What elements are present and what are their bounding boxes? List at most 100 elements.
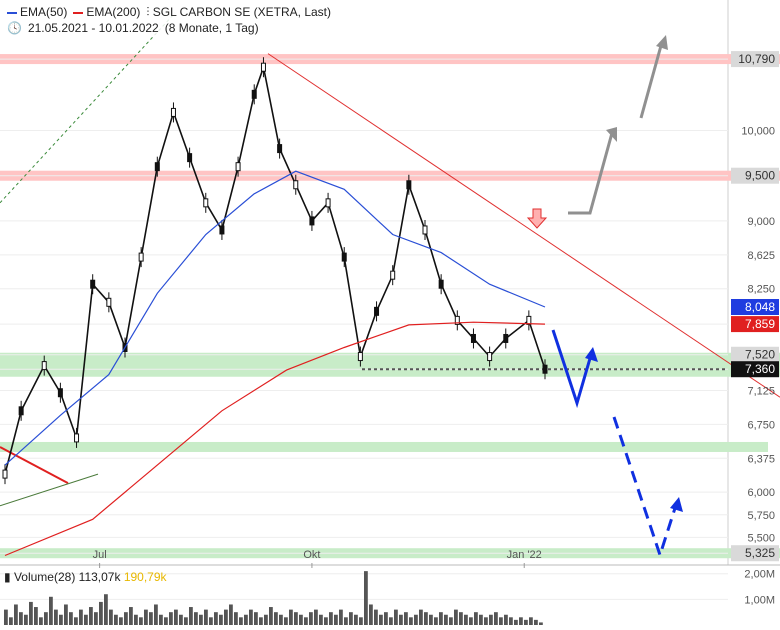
volume-bar-100 (504, 614, 508, 625)
y-tick-label-10: 6,750 (747, 419, 775, 431)
up-scenario-arrow-2 (639, 41, 664, 119)
price-candle-28 (454, 315, 460, 325)
price-tag-3: 7,859 (745, 317, 775, 331)
price-candle-22 (357, 352, 363, 362)
x-tick-label-0: Jul (93, 549, 107, 561)
price-tag-bg-0 (731, 51, 779, 68)
volume-bar-8 (44, 612, 48, 625)
volume-bar-32 (164, 617, 168, 625)
volume-bar-75 (379, 614, 383, 625)
warning-arrow-icon (526, 208, 548, 229)
volume-bar-79 (399, 614, 403, 625)
y-tick-label-9: 7,125 (747, 385, 775, 397)
volume-bar-60 (304, 617, 308, 625)
volume-bar-18 (94, 612, 98, 625)
volume-bar-47 (239, 617, 243, 625)
volume-bar-103 (519, 617, 523, 625)
y-tick-label-5: 8,250 (747, 284, 775, 296)
volume-bar-17 (89, 607, 93, 625)
volume-bar-46 (234, 612, 238, 625)
volume-bar-72 (364, 571, 368, 625)
up-arrowhead-1 (606, 127, 617, 142)
price-tag-2: 8,048 (745, 300, 775, 314)
volume-bar-86 (434, 617, 438, 625)
volume-bar-23 (119, 617, 123, 625)
volume-bar-54 (274, 612, 278, 625)
volume-value2: 190,79k (123, 570, 167, 584)
volume-bar-10 (54, 609, 58, 625)
chart-legend: EMA(50) EMA(200) ⫶ SGL CARBON SE (XETRA,… (4, 4, 334, 36)
price-candle-12 (203, 198, 209, 208)
volume-bar-81 (409, 617, 413, 625)
volume-bar-4 (24, 614, 28, 625)
volume-bar-55 (279, 614, 283, 625)
price-candle-20 (325, 198, 331, 208)
volume-bar-13 (69, 612, 73, 625)
volume-bar-2 (14, 604, 18, 625)
ema50-line (4, 170, 546, 466)
price-candle-4 (74, 433, 80, 443)
volume-value1: 113,07k (78, 570, 121, 584)
volume-bar-28 (144, 609, 148, 625)
volume-bar-24 (124, 612, 128, 625)
price-candle-30 (487, 352, 493, 362)
price-tag-bg-2 (731, 299, 779, 316)
price-candle-32 (526, 315, 532, 325)
volume-bar-73 (369, 604, 373, 625)
price-close-line (4, 64, 546, 475)
volume-bar-3 (19, 612, 23, 625)
volume-bar-69 (349, 612, 353, 625)
volume-bar-11 (59, 614, 63, 625)
volume-bar-25 (129, 607, 133, 625)
price-tag-bg-6 (731, 545, 779, 562)
volume-bar-85 (429, 614, 433, 625)
volume-bar-19 (99, 601, 103, 625)
volume-bar-65 (329, 612, 333, 625)
volume-tick-label-0: 2,00M (744, 569, 775, 581)
price-candle-19 (309, 216, 315, 226)
volume-bar-45 (229, 604, 233, 625)
volume-legend: ▮ Volume(28) 113,07k 190,79k (4, 570, 167, 584)
legend-ema200: EMA(200) (73, 4, 140, 20)
volume-bar-68 (344, 617, 348, 625)
price-candle-16 (260, 62, 266, 72)
down-scenario-arrow-dashed (612, 416, 678, 560)
y-tick-label-13: 5,750 (747, 510, 775, 522)
volume-bar-35 (179, 614, 183, 625)
volume-bar-77 (389, 617, 393, 625)
support-band-0 (0, 352, 780, 377)
price-tag-6: 5,325 (745, 546, 775, 560)
price-tag-bg-1 (731, 167, 779, 184)
volume-bar-43 (219, 614, 223, 625)
volume-tick-label-1: 1,00M (744, 594, 775, 606)
volume-bar-83 (419, 609, 423, 625)
volume-label: Volume(28) (13, 570, 76, 584)
volume-bar-50 (254, 612, 258, 625)
volume-bar-80 (404, 612, 408, 625)
volume-bar-99 (499, 617, 503, 625)
short-green-trendline (0, 473, 99, 507)
volume-bar-6 (34, 607, 38, 625)
volume-bar-63 (319, 614, 323, 625)
price-candle-14 (235, 162, 241, 172)
price-tag-1: 9,500 (745, 169, 775, 183)
y-tick-label-11: 6,375 (747, 453, 775, 465)
volume-bar-88 (444, 614, 448, 625)
price-candle-21 (341, 252, 347, 262)
volume-bar-37 (189, 607, 193, 625)
volume-bar-5 (29, 601, 33, 625)
volume-bar-104 (524, 619, 528, 625)
volume-bar-95 (479, 614, 483, 625)
volume-bar-26 (134, 614, 138, 625)
price-candle-0 (2, 469, 8, 479)
volume-bar-0 (4, 609, 8, 625)
volume-bar-39 (199, 614, 203, 625)
x-tick-label-1: Okt (303, 549, 320, 561)
volume-bar-20 (104, 594, 108, 625)
legend-period: (8 Monate, 1 Tag) (164, 21, 259, 35)
down-arrowhead-dashed (670, 497, 683, 512)
volume-bar-89 (449, 617, 453, 625)
price-candle-8 (138, 252, 144, 262)
